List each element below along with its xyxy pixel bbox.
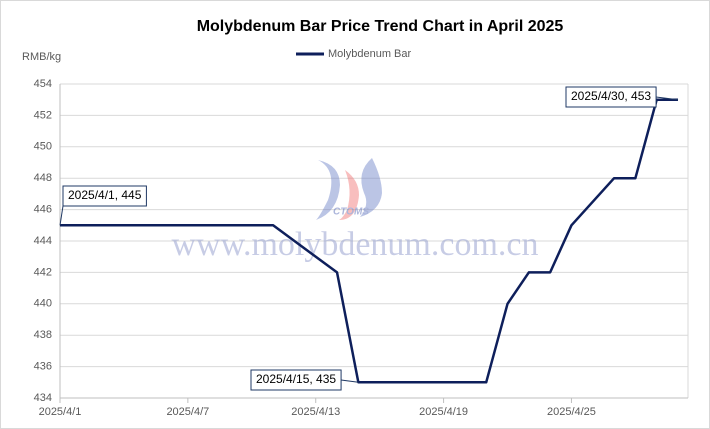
x-tick-label: 2025/4/19 xyxy=(419,406,468,418)
logo: CTOMS xyxy=(316,158,382,220)
annotation-label: 2025/4/1, 445 xyxy=(68,188,142,202)
y-tick-label: 444 xyxy=(34,235,52,247)
logo-shape xyxy=(360,158,382,217)
y-tick-label: 450 xyxy=(34,141,52,153)
annotation-label: 2025/4/30, 453 xyxy=(571,89,651,103)
y-tick-label: 452 xyxy=(34,109,52,121)
annotation-box xyxy=(250,369,342,391)
y-tick-label: 440 xyxy=(34,298,52,310)
logo-text: CTOMS xyxy=(333,207,369,218)
x-tick-label: 2025/4/1 xyxy=(39,406,82,418)
y-tick-label: 454 xyxy=(34,78,52,90)
y-tick-label: 442 xyxy=(34,266,52,278)
y-tick-label: 438 xyxy=(34,329,52,341)
annotation-box xyxy=(62,185,147,207)
x-tick-label: 2025/4/13 xyxy=(291,406,340,418)
x-tick-label: 2025/4/25 xyxy=(547,406,596,418)
watermark: www.molybdenum.com.cn xyxy=(171,226,538,263)
y-axis-label: RMB/kg xyxy=(22,51,61,63)
x-tick-label: 2025/4/7 xyxy=(166,406,209,418)
annotation-pointer xyxy=(341,379,359,383)
y-tick-label: 448 xyxy=(34,172,52,184)
legend-label: Molybdenum Bar xyxy=(328,48,411,60)
y-tick-label: 434 xyxy=(34,392,52,404)
chart-title: Molybdenum Bar Price Trend Chart in Apri… xyxy=(197,18,564,35)
annotation-pointer xyxy=(59,205,64,226)
y-tick-label: 436 xyxy=(34,361,52,373)
annotation: 2025/4/1, 445 xyxy=(59,185,147,226)
logo-shape xyxy=(339,170,359,220)
y-tick-label: 446 xyxy=(34,204,52,216)
line-series xyxy=(60,98,678,384)
logo-shape xyxy=(316,160,340,220)
annotation: 2025/4/15, 435 xyxy=(250,369,359,391)
annotation-label: 2025/4/15, 435 xyxy=(256,372,336,386)
annotation-pointer xyxy=(656,96,679,101)
annotation: 2025/4/30, 453 xyxy=(565,86,679,108)
annotation-box xyxy=(565,86,657,108)
